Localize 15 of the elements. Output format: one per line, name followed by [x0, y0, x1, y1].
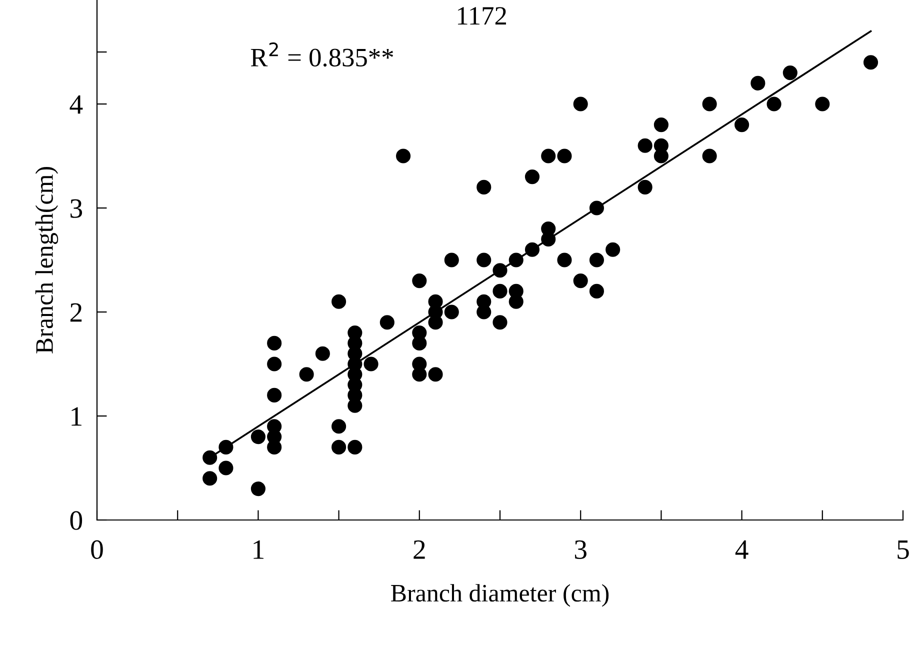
y-tick-label: 3: [70, 199, 82, 218]
y-tick-label: 2: [70, 303, 82, 322]
x-tick-label: 3: [574, 540, 586, 559]
y-tick-label: 4: [70, 95, 83, 114]
y-axis-title: Branch length(cm): [35, 167, 58, 354]
x-tick-label: 2: [414, 540, 425, 559]
x-tick-label: 4: [735, 540, 748, 559]
x-tick-label: 1: [254, 540, 264, 559]
x-tick-label: 5: [898, 540, 909, 559]
x-tick-label: 0: [91, 540, 103, 559]
x-axis-title: Branch diameter (cm): [391, 584, 609, 607]
annotation: 1172: [458, 7, 506, 25]
annotation: R$^{2}$ = 0.835**: [250, 42, 394, 67]
y-tick-label: 1: [72, 407, 82, 426]
y-tick-label: 0: [70, 511, 82, 530]
